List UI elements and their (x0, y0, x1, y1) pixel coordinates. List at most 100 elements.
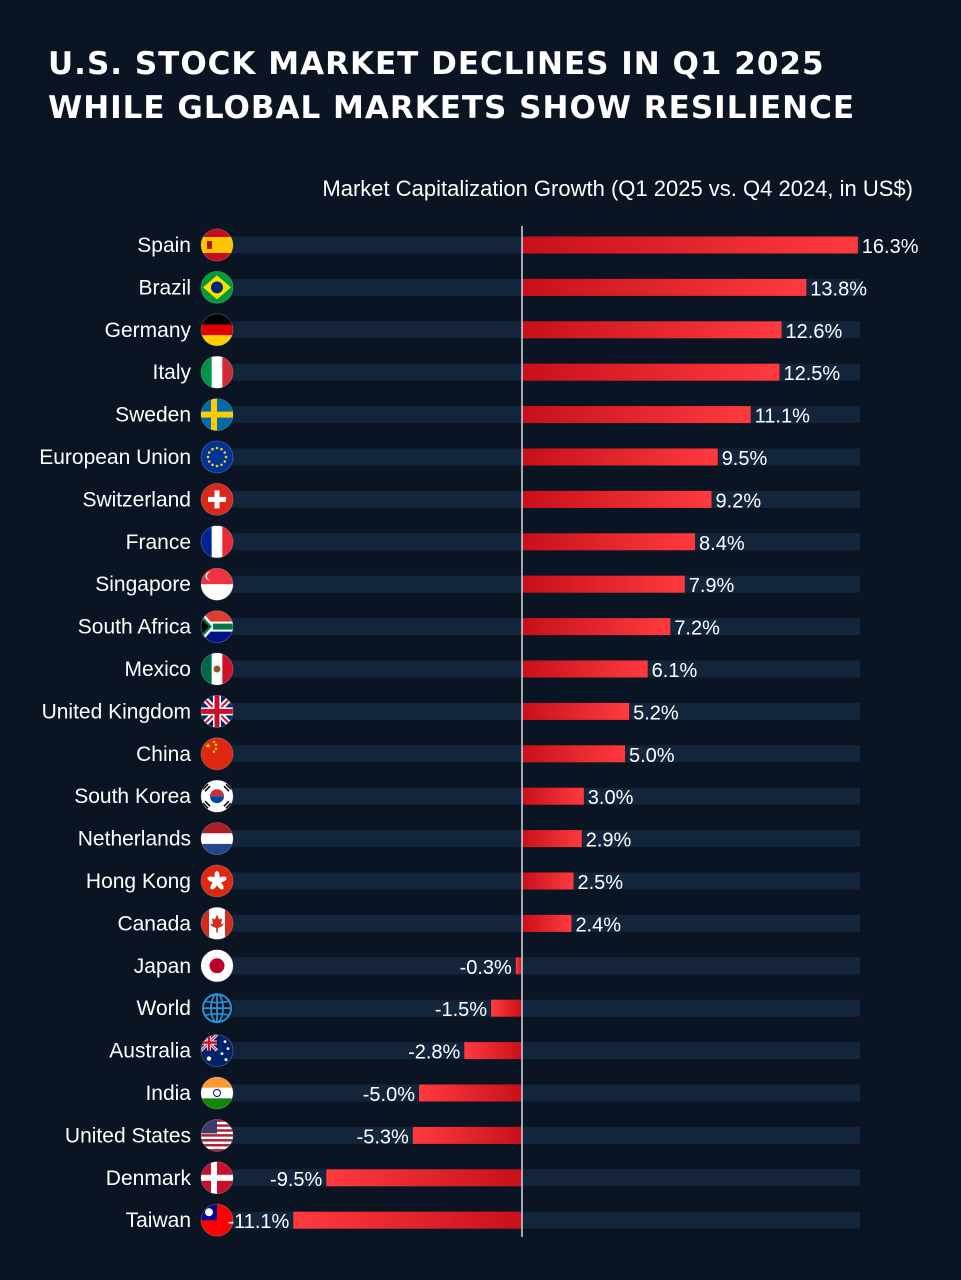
value-label-denmark: -9.5% (270, 1169, 322, 1191)
bar-hong-kong (522, 872, 574, 890)
bar-brazil (522, 278, 807, 296)
bar-european-union (522, 448, 718, 466)
flag-spain-icon (200, 228, 234, 262)
category-label-switzerland: Switzerland (82, 488, 191, 511)
category-label-united-kingdom: United Kingdom (42, 700, 191, 723)
category-label-germany: Germany (105, 319, 192, 342)
category-label-taiwan: Taiwan (126, 1209, 191, 1232)
category-label-european-union: European Union (39, 446, 191, 469)
flag-usa-icon (200, 1119, 234, 1152)
chart-title: U.S. STOCK MARKET DECLINES IN Q1 2025 WH… (48, 42, 928, 130)
value-label-spain: 16.3% (862, 236, 919, 258)
bar-germany (522, 321, 782, 339)
flag-brazil-icon (200, 270, 234, 304)
category-label-japan: Japan (134, 955, 191, 978)
bar-switzerland (522, 490, 712, 508)
category-label-south-korea: South Korea (74, 785, 191, 808)
value-label-france: 8.4% (699, 533, 745, 555)
value-label-sweden: 11.1% (755, 406, 810, 428)
bar-china (522, 745, 625, 763)
bar-india (419, 1084, 522, 1102)
flag-canada-icon (200, 907, 234, 940)
flag-eu-icon (200, 440, 234, 474)
value-label-netherlands: 2.9% (586, 830, 632, 852)
category-label-canada: Canada (117, 912, 191, 935)
category-label-hong-kong: Hong Kong (86, 870, 191, 893)
flag-denmark-icon (200, 1161, 234, 1195)
flag-singapore-icon (200, 567, 234, 601)
value-label-united-states: -5.3% (357, 1126, 409, 1148)
row-track-united-states (226, 1126, 860, 1144)
value-label-south-africa: 7.2% (674, 618, 720, 640)
flag-netherlands-icon (200, 822, 234, 855)
row-tracks (226, 236, 860, 1229)
flag-south-africa-icon (200, 610, 234, 643)
flag-germany-icon (200, 313, 234, 347)
bar-united-kingdom (522, 702, 630, 720)
category-label-italy: Italy (152, 361, 191, 384)
row-track-australia (226, 1042, 860, 1060)
value-label-mexico: 6.1% (652, 660, 698, 682)
bar-singapore (522, 575, 685, 593)
bar-denmark (326, 1169, 522, 1187)
value-label-india: -5.0% (363, 1084, 415, 1106)
bar-netherlands (522, 830, 582, 848)
value-label-australia: -2.8% (408, 1042, 460, 1064)
bar-sweden (522, 406, 751, 424)
value-label-singapore: 7.9% (689, 575, 735, 597)
bar-united-states (412, 1126, 522, 1144)
value-label-taiwan: -11.1% (227, 1211, 289, 1233)
bar-japan (515, 957, 522, 975)
bar-canada (522, 914, 572, 932)
category-label-spain: Spain (137, 234, 191, 257)
value-label-european-union: 9.5% (722, 448, 768, 470)
value-label-switzerland: 9.2% (716, 490, 762, 512)
category-label-world: World (137, 997, 191, 1020)
title-line-1: U.S. STOCK MARKET DECLINES IN Q1 2025 (48, 46, 825, 82)
flag-mexico-icon (200, 652, 234, 686)
value-label-italy: 12.5% (784, 363, 841, 385)
bar-south-korea (522, 787, 584, 805)
category-label-china: China (136, 743, 191, 766)
flag-switzerland-icon (200, 482, 234, 516)
row-track-india (226, 1084, 860, 1102)
value-label-united-kingdom: 5.2% (633, 702, 679, 724)
category-labels: Spain Brazil Germany Italy Sweden European Un… (39, 234, 191, 1232)
flag-india-icon (200, 1076, 234, 1110)
flag-china-icon (200, 737, 234, 771)
category-label-france: France (126, 531, 191, 554)
category-label-india: India (145, 1082, 191, 1105)
category-label-sweden: Sweden (115, 404, 191, 427)
flag-italy-icon (200, 355, 234, 389)
flag-taiwan-icon (200, 1203, 234, 1237)
value-label-world: -1.5% (435, 999, 487, 1021)
flag-sweden-icon (200, 398, 234, 432)
category-label-denmark: Denmark (106, 1167, 192, 1190)
value-label-china: 5.0% (629, 745, 675, 767)
value-label-canada: 2.4% (575, 914, 621, 936)
chart-subtitle: Market Capitalization Growth (Q1 2025 vs… (322, 176, 913, 201)
flag-south-korea-icon (200, 779, 234, 813)
bar-australia (464, 1042, 522, 1060)
globe-icon (201, 992, 233, 1025)
value-label-japan: -0.3% (460, 957, 512, 979)
flag-uk-icon (200, 695, 234, 728)
category-label-south-africa: South Africa (78, 616, 192, 639)
bar-taiwan (293, 1211, 522, 1229)
value-label-brazil: 13.8% (810, 278, 867, 300)
category-label-netherlands: Netherlands (78, 828, 191, 851)
value-label-south-korea: 3.0% (588, 787, 634, 809)
category-label-australia: Australia (109, 1040, 191, 1063)
bars (293, 236, 858, 1229)
flag-france-icon (200, 525, 234, 559)
flag-japan-icon (200, 949, 234, 983)
category-label-mexico: Mexico (124, 658, 191, 681)
bar-france (522, 533, 696, 551)
category-label-united-states: United States (65, 1124, 191, 1147)
value-label-hong-kong: 2.5% (578, 872, 624, 894)
bar-south-africa (522, 618, 671, 636)
value-label-germany: 12.6% (786, 321, 843, 343)
bar-italy (522, 363, 780, 381)
category-label-singapore: Singapore (95, 573, 191, 596)
